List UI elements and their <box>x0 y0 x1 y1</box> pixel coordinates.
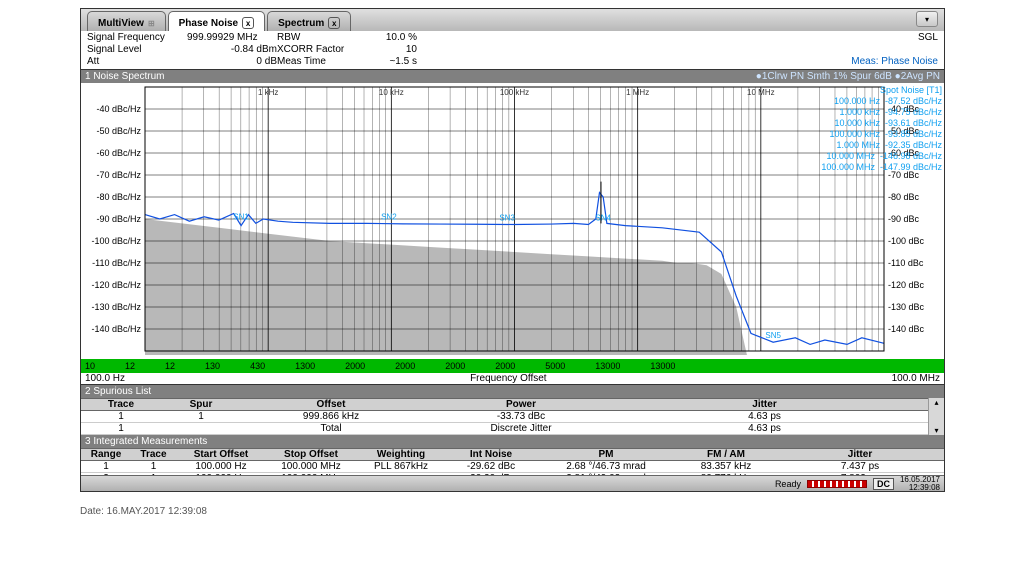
meas-mode: Meas: Phase Noise <box>808 56 938 68</box>
svg-text:-140 dBc/Hz: -140 dBc/Hz <box>91 324 141 334</box>
svg-text:-40 dBc/Hz: -40 dBc/Hz <box>96 104 141 114</box>
svg-text:-70 dBc/Hz: -70 dBc/Hz <box>96 170 141 180</box>
svg-text:-110 dBc: -110 dBc <box>888 258 924 268</box>
att-label: Att <box>87 56 187 68</box>
x-axis-row: 100.0 Hz Frequency Offset 100.0 MHz <box>81 373 944 385</box>
integrated-header: 3 Integrated Measurements <box>81 435 944 448</box>
tab-bar: MultiView⊞ Phase Noisex Spectrumx ▾ <box>81 9 944 31</box>
x-start: 100.0 Hz <box>85 373 125 384</box>
tab-dropdown-button[interactable]: ▾ <box>916 11 938 27</box>
svg-text:SN3: SN3 <box>499 214 515 223</box>
table-row: 1TotalDiscrete Jitter4.63 ps <box>81 423 928 435</box>
svg-text:-120 dBc/Hz: -120 dBc/Hz <box>91 280 141 290</box>
svg-text:-130 dBc: -130 dBc <box>888 302 925 312</box>
spot-noise-overlay: Spot Noise [T1] 100.000 Hz -87.52 dBc/Hz… <box>819 85 942 173</box>
tab-multiview[interactable]: MultiView⊞ <box>87 11 166 31</box>
noise-spectrum-header: 1 Noise Spectrum ●1Clrw PN Smth 1% Spur … <box>81 70 944 83</box>
svg-text:-50 dBc/Hz: -50 dBc/Hz <box>96 126 141 136</box>
spurious-header: 2 Spurious List <box>81 385 944 398</box>
svg-text:-100 dBc: -100 dBc <box>888 236 925 246</box>
svg-text:-90 dBc/Hz: -90 dBc/Hz <box>96 214 141 224</box>
tab-phase-noise[interactable]: Phase Noisex <box>168 11 265 31</box>
close-icon[interactable]: x <box>328 17 340 29</box>
svg-text:-80 dBc/Hz: -80 dBc/Hz <box>96 192 141 202</box>
info-bar: Signal Frequency 999.99929 MHz RBW 10.0 … <box>81 31 944 70</box>
tab-spectrum[interactable]: Spectrumx <box>267 11 351 31</box>
siglvl-value: -0.84 dBm <box>187 44 277 56</box>
siglvl-label: Signal Level <box>87 44 187 56</box>
svg-text:10 MHz: 10 MHz <box>747 88 775 97</box>
close-icon[interactable]: x <box>242 17 254 29</box>
status-bar: Ready DC 16.05.201712:39:08 <box>81 475 944 491</box>
svg-text:10 kHz: 10 kHz <box>379 88 404 97</box>
svg-text:-120 dBc: -120 dBc <box>888 280 925 290</box>
table-row: 11100.000 Hz100.000 MHzPLL 867kHz-29.62 … <box>81 461 944 473</box>
progress-indicator <box>807 480 867 488</box>
svg-text:-90 dBc: -90 dBc <box>888 214 920 224</box>
half-decade-bar: 1012121304301300200020002000200050001300… <box>81 359 944 373</box>
svg-text:SN5: SN5 <box>765 331 781 340</box>
spurious-table: TraceSpurOffsetPowerJitter 11999.866 kHz… <box>81 398 944 435</box>
status-ready: Ready <box>775 479 801 489</box>
svg-text:1 kHz: 1 kHz <box>258 88 278 97</box>
scrollbar[interactable]: ▴▾ <box>928 398 944 435</box>
svg-text:-60 dBc/Hz: -60 dBc/Hz <box>96 148 141 158</box>
meastime-label: Meas Time <box>277 56 357 68</box>
x-end: 100.0 MHz <box>892 373 940 384</box>
svg-text:-110 dBc/Hz: -110 dBc/Hz <box>92 258 141 268</box>
trace-legend: ●1Clrw PN Smth 1% Spur 6dB ●2Avg PN <box>756 71 940 82</box>
analyzer-window: MultiView⊞ Phase Noisex Spectrumx ▾ Sign… <box>80 8 945 492</box>
sgl-label: SGL <box>808 32 938 44</box>
table-row: 11999.866 kHz-33.73 dBc4.63 ps <box>81 411 928 423</box>
svg-text:-100 dBc/Hz: -100 dBc/Hz <box>91 236 141 246</box>
att-value: 0 dB <box>187 56 277 68</box>
meastime-value: ~1.5 s <box>357 56 417 68</box>
svg-text:SN2: SN2 <box>381 212 397 221</box>
phase-noise-chart[interactable]: -40 dBc/Hz-40 dBc-50 dBc/Hz-50 dBc-60 dB… <box>81 83 944 359</box>
x-label: Frequency Offset <box>470 373 547 384</box>
xcorr-value: 10 <box>357 44 417 56</box>
svg-text:-140 dBc: -140 dBc <box>888 324 925 334</box>
dc-indicator: DC <box>873 478 894 490</box>
svg-text:100 kHz: 100 kHz <box>500 88 529 97</box>
rbw-label: RBW <box>277 32 357 44</box>
svg-text:SN4: SN4 <box>595 214 611 223</box>
svg-text:-130 dBc/Hz: -130 dBc/Hz <box>91 302 141 312</box>
integrated-table: RangeTraceStart OffsetStop OffsetWeighti… <box>81 448 944 475</box>
xcorr-label: XCORR Factor <box>277 44 357 56</box>
footer-date: Date: 16.MAY.2017 12:39:08 <box>80 506 207 517</box>
svg-text:SN1: SN1 <box>233 212 249 221</box>
rbw-value: 10.0 % <box>357 32 417 44</box>
sigfreq-label: Signal Frequency <box>87 32 187 44</box>
svg-text:1 MHz: 1 MHz <box>626 88 649 97</box>
sigfreq-value: 999.99929 MHz <box>187 32 277 44</box>
svg-text:-80 dBc: -80 dBc <box>888 192 920 202</box>
